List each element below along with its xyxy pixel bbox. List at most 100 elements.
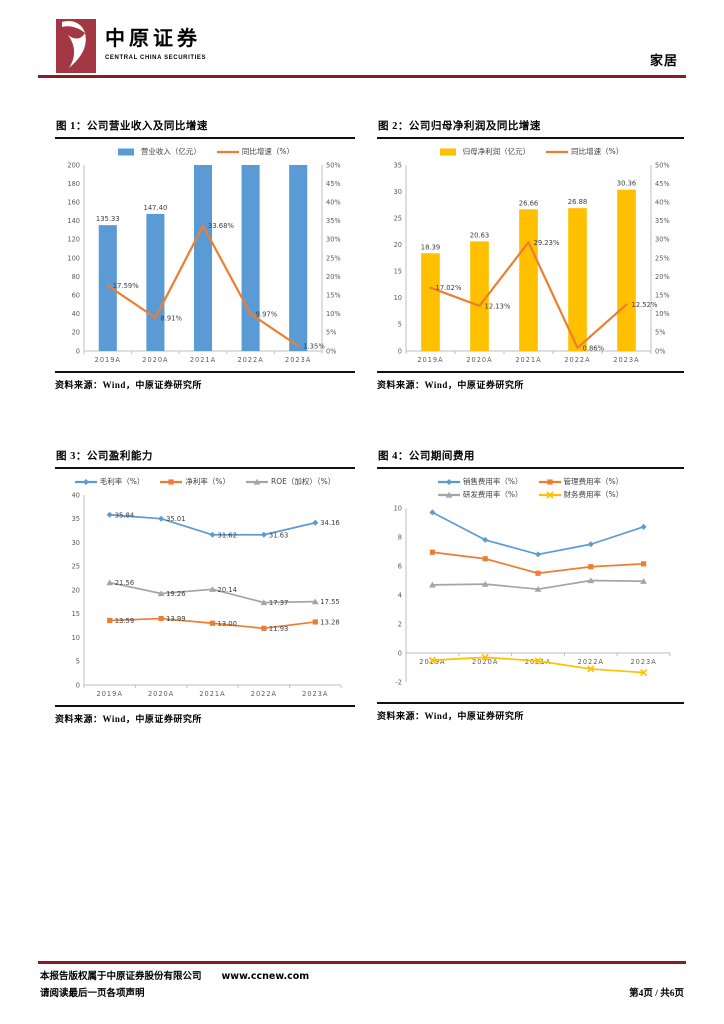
svg-text:5%: 5% (326, 329, 336, 337)
square-marker-icon (429, 549, 435, 555)
line-swatch-icon (437, 491, 460, 498)
svg-text:17.55: 17.55 (320, 598, 339, 606)
svg-text:35%: 35% (655, 217, 670, 225)
legend-item: 管理费用率（%） (538, 476, 623, 487)
triangle-marker-icon (445, 491, 453, 498)
legend-item: 销售费用率（%） (437, 476, 523, 487)
figure-1-source: 资料来源：Wind，中原证券研究所 (55, 371, 355, 391)
svg-text:15%: 15% (326, 292, 341, 300)
svg-text:18.39: 18.39 (421, 243, 440, 251)
triangle-marker-icon (209, 586, 216, 592)
diamond-marker-icon (482, 536, 489, 543)
svg-text:30: 30 (72, 539, 80, 547)
legend-label: 营业收入（亿元） (140, 147, 201, 156)
legend-item: 营业收入（亿元） (116, 146, 201, 157)
figure-3-title: 图 3：公司盈利能力 (55, 448, 355, 469)
legend-label: ROE（加权）（%） (271, 477, 336, 486)
svg-text:25: 25 (394, 214, 402, 222)
square-marker-icon (588, 564, 594, 570)
figure-1: 图 1：公司营业收入及同比增速 营业收入（亿元） 同比增速（%） 0 20 40 60 8… (55, 118, 355, 391)
footer-line1: 本报告版权属于中原证券股份有限公司 www.ccnew.com (40, 968, 309, 982)
svg-text:20%: 20% (655, 273, 670, 281)
brand-name: 中原证券 (105, 28, 201, 50)
svg-text:31.63: 31.63 (269, 531, 288, 539)
legend-item: 同比增速（%） (546, 146, 623, 157)
figure-4: 图 4：公司期间费用 销售费用率（%） 管理费用率（%） 研发费用率（%） 财务费用率… (377, 448, 684, 722)
svg-text:11.93: 11.93 (269, 625, 288, 633)
figure-3-legend: 毛利率（%） 净利率（%） ROE（加权）（%） (55, 476, 355, 487)
svg-text:10%: 10% (655, 310, 670, 318)
diamond-marker-icon (429, 509, 436, 516)
svg-text:2023A: 2023A (613, 356, 639, 364)
svg-text:0: 0 (76, 681, 80, 689)
brand-subtitle: CENTRAL CHINA SECURITIES (105, 55, 207, 61)
svg-text:40%: 40% (655, 199, 670, 207)
svg-text:200: 200 (67, 161, 80, 169)
svg-text:2: 2 (398, 620, 402, 628)
triangle-marker-icon (157, 590, 165, 597)
line-swatch-icon (546, 150, 569, 153)
legend-item: 毛利率（%） (74, 476, 144, 487)
line-swatch-icon (246, 478, 269, 485)
svg-text:29.23%: 29.23% (534, 239, 560, 247)
svg-text:2020A: 2020A (466, 356, 492, 364)
legend-row: 归母净利润（亿元） 同比增速（%） (377, 146, 684, 157)
footer-disclaimer: 请阅读最后一页各项声明 (40, 989, 145, 999)
svg-text:2021A: 2021A (199, 690, 225, 698)
legend-label: 研发费用率（%） (462, 490, 523, 499)
svg-text:2020A: 2020A (142, 356, 168, 364)
svg-text:50%: 50% (655, 161, 670, 169)
svg-text:13.00: 13.00 (218, 620, 237, 628)
svg-text:20: 20 (72, 586, 80, 594)
axes (405, 508, 671, 682)
diamond-marker-icon (158, 515, 165, 522)
svg-text:34.16: 34.16 (320, 519, 339, 527)
svg-text:17.02%: 17.02% (436, 284, 462, 292)
bar-series: 135.33 147.40 (96, 165, 308, 351)
triangle-marker-icon (106, 579, 114, 586)
diamond-marker-icon (445, 478, 452, 485)
axis-left-labels: 0 20 40 60 80 100 120 140 160 180 200 (67, 161, 80, 355)
triangle-marker-icon (260, 599, 268, 606)
legend-label: 归母净利润（亿元） (462, 147, 531, 156)
svg-text:17.59%: 17.59% (113, 282, 139, 290)
line-series (429, 577, 647, 592)
svg-text:40: 40 (72, 491, 80, 499)
line-series: 35.84 35.01 31.62 31.63 34.16 (106, 511, 340, 539)
svg-text:35: 35 (72, 515, 80, 523)
x-marker-icon (545, 490, 554, 499)
svg-text:35: 35 (394, 161, 402, 169)
svg-text:0: 0 (398, 347, 402, 355)
svg-text:30.36: 30.36 (617, 180, 636, 188)
square-marker-icon (107, 617, 113, 624)
svg-text:45%: 45% (326, 180, 341, 188)
diamond-marker-icon (312, 519, 319, 526)
x-category-labels: 2019A 2020A 2021A 2022A 2023A (95, 356, 311, 364)
x-marker-icon (481, 653, 489, 661)
legend-label: 同比增速（%） (571, 147, 624, 156)
diamond-marker-icon (106, 511, 113, 518)
legend-label: 同比增速（%） (241, 147, 295, 156)
header-rule (38, 75, 686, 78)
square-marker-icon (158, 615, 164, 622)
figure-1-title: 图 1：公司营业收入及同比增速 (55, 118, 355, 139)
svg-text:30%: 30% (655, 236, 670, 244)
svg-text:5: 5 (76, 658, 80, 666)
figure-4-title: 图 4：公司期间费用 (377, 448, 684, 469)
line-swatch-icon (216, 150, 239, 153)
svg-text:26.88: 26.88 (568, 198, 587, 206)
svg-text:100: 100 (67, 254, 80, 262)
svg-text:2022A: 2022A (251, 690, 277, 698)
x-category-labels: 2019A 2020A 2021A 2022A 2023A (97, 690, 328, 698)
svg-text:10: 10 (72, 634, 80, 642)
svg-text:2019A: 2019A (95, 356, 121, 364)
footer-page-info: 第4页 / 共6页 (629, 989, 684, 999)
svg-text:140: 140 (67, 217, 80, 225)
axes (83, 495, 342, 688)
svg-text:30%: 30% (326, 236, 341, 244)
svg-text:2022A: 2022A (564, 356, 590, 364)
figure-3: 图 3：公司盈利能力 毛利率（%） 净利率（%） ROE（加权）（%） 0 5 10 15… (55, 448, 355, 725)
svg-text:135.33: 135.33 (96, 215, 120, 223)
bar (617, 189, 636, 351)
